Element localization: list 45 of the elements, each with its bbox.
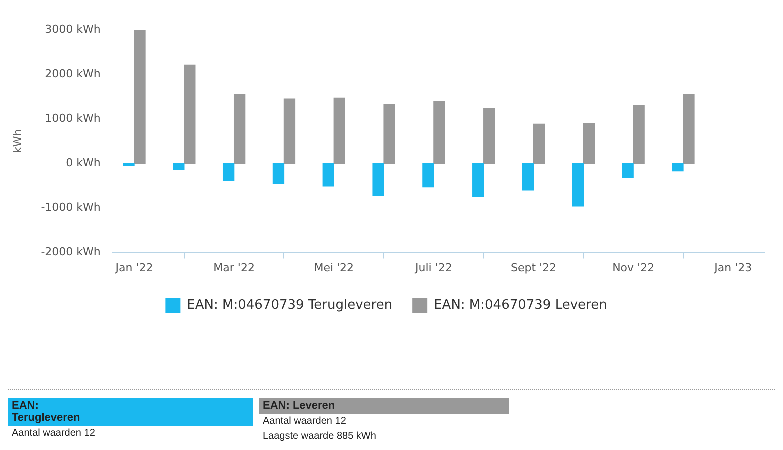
x-tick-label: Jan '23 bbox=[714, 261, 752, 274]
bar bbox=[222, 163, 235, 182]
text: EAN: Leveren bbox=[263, 400, 336, 412]
y-tick-label: 0 kWh bbox=[66, 156, 101, 170]
bar bbox=[472, 163, 484, 197]
bar bbox=[173, 163, 185, 170]
y-tick-label: 3000 kWh bbox=[45, 22, 101, 36]
bar bbox=[272, 163, 285, 185]
bar bbox=[622, 163, 634, 178]
bar bbox=[583, 123, 595, 164]
y-tick-label: -2000 kWh bbox=[41, 246, 101, 259]
bar bbox=[134, 30, 146, 164]
legend-label: EAN: M:04670739 Leveren bbox=[434, 298, 608, 313]
bar bbox=[633, 104, 645, 164]
bar bbox=[522, 163, 534, 191]
bar bbox=[334, 98, 346, 164]
x-tick-label: Nov '22 bbox=[612, 261, 655, 274]
text: EAN: bbox=[12, 400, 39, 412]
text: Aantal waarden 12 bbox=[262, 415, 348, 429]
y-tick-label: -1000 kWh bbox=[41, 201, 101, 214]
text: Laagste waarde 885 kWh bbox=[262, 430, 378, 444]
bar bbox=[322, 163, 334, 187]
bar bbox=[672, 163, 684, 172]
bar bbox=[533, 124, 546, 164]
text: Aantal waarden 12 bbox=[11, 427, 96, 441]
bar bbox=[372, 163, 384, 196]
x-tick-label: Mei '22 bbox=[314, 261, 354, 274]
y-tick-label: 1000 kWh bbox=[45, 112, 101, 125]
bar bbox=[284, 98, 296, 164]
bar bbox=[184, 64, 196, 164]
bar bbox=[484, 108, 496, 164]
x-tick-label: Sept '22 bbox=[510, 261, 557, 274]
bar bbox=[234, 94, 246, 164]
bar bbox=[572, 163, 584, 207]
x-tick-label: Jan '22 bbox=[114, 261, 154, 274]
x-tick-label: Juli '22 bbox=[414, 261, 452, 274]
y-tick-label: 2000 kWh bbox=[45, 67, 101, 80]
bar bbox=[384, 104, 396, 164]
x-tick-label: Mar '22 bbox=[214, 261, 255, 274]
bar bbox=[422, 163, 434, 188]
bar bbox=[434, 100, 446, 164]
legend-label: EAN: M:04670739 Terugleveren bbox=[187, 298, 393, 313]
y-axis-title: kWh bbox=[11, 129, 24, 154]
text: Terugleveren bbox=[12, 412, 80, 424]
bar bbox=[683, 94, 695, 164]
